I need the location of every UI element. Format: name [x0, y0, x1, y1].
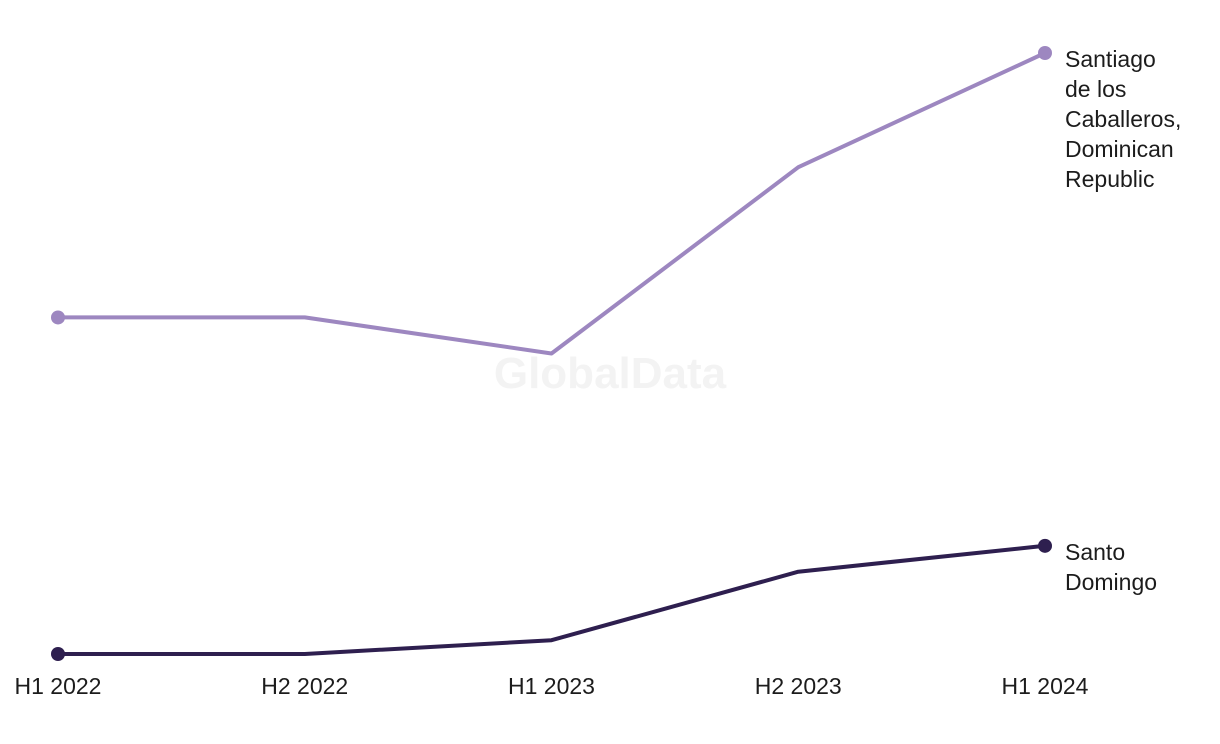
x-tick-label: H1 2022: [15, 673, 102, 699]
series-line-santiago-de-los-caballeros-dominican-republic: [56, 51, 1047, 356]
series-label-santiago-de-los-caballeros-dominican-republic: Santiago de los Caballeros, Dominican Republ…: [1065, 46, 1181, 192]
series-line-santo-domingo: [56, 543, 1047, 656]
series-point-santo-domingo-4: [1038, 538, 1052, 553]
x-tick-label: H1 2024: [1002, 673, 1089, 699]
series-label-santo-domingo: Santo Domingo: [1065, 539, 1157, 595]
watermark: GlobalData: [494, 349, 727, 398]
x-tick-label: H2 2023: [755, 673, 842, 699]
series-point-santo-domingo-0: [51, 647, 65, 661]
x-axis: H1 2022 H2 2022 H1 2023 H2 2023 H1 2024: [15, 673, 1089, 699]
series-point-santiago-de-los-caballeros-dominican-republic-0: [51, 310, 65, 325]
series-point-santiago-de-los-caballeros-dominican-republic-4: [1038, 46, 1052, 60]
x-tick-label: H2 2022: [261, 673, 348, 699]
x-tick-label: H1 2023: [508, 673, 595, 699]
series-layer: Santiago de los Caballeros, Dominican Republ…: [51, 46, 1181, 661]
